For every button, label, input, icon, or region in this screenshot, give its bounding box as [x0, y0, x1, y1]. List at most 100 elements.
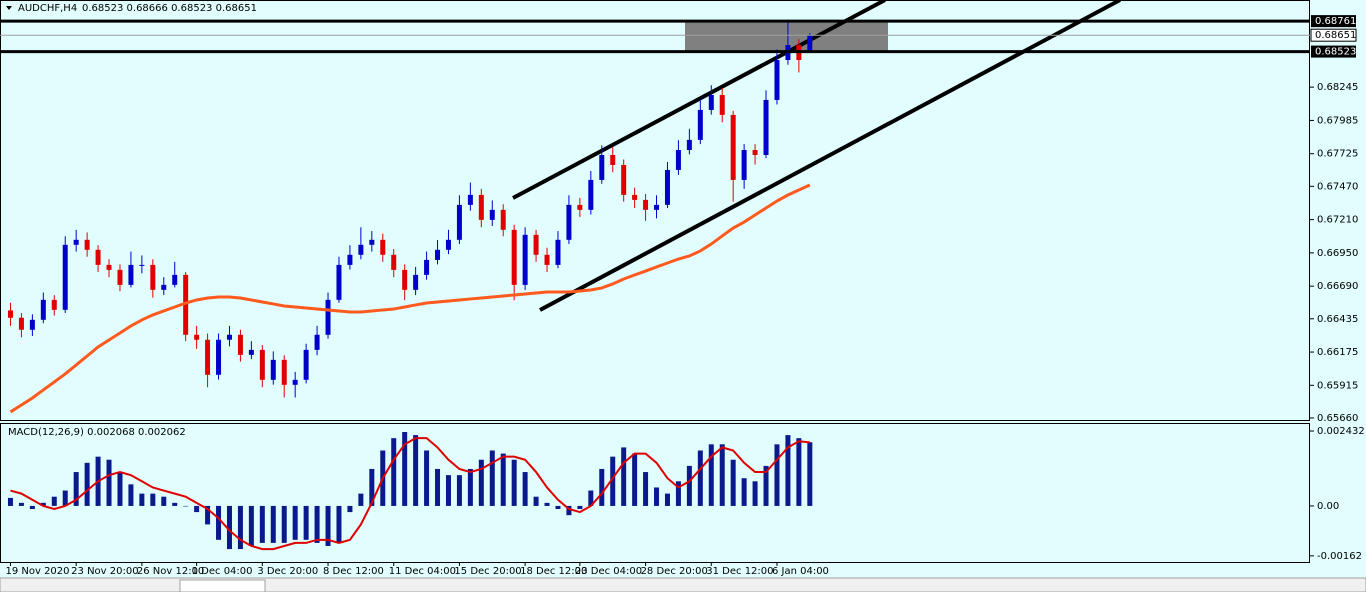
x-tick-label: 6 Jan 04:00 [772, 566, 829, 577]
macd-bar [654, 487, 660, 506]
candle-body [774, 60, 780, 100]
candle-body [161, 284, 167, 290]
macd-bar [128, 484, 134, 506]
candle-body [150, 264, 156, 290]
chart-title: AUDCHF,H4 [18, 3, 77, 14]
candle-body [664, 169, 670, 205]
y-tick-label: 0.00 [1317, 501, 1339, 512]
candle-body [117, 269, 123, 285]
candle-body [380, 239, 386, 255]
macd-bar [555, 505, 561, 510]
macd-bar [741, 478, 747, 506]
macd-bar [621, 447, 627, 506]
y-tick-label: 0.66690 [1317, 281, 1358, 292]
candle-body [413, 274, 419, 290]
macd-label: MACD(12,26,9) 0.002068 0.002062 [8, 427, 186, 438]
macd-bar [708, 444, 714, 506]
macd-bar [347, 505, 353, 513]
candle-body [270, 359, 276, 380]
macd-bar [62, 490, 68, 506]
macd-bar [325, 505, 331, 546]
candle-body [281, 359, 287, 385]
level-label: 0.68523 [1315, 47, 1356, 58]
price-panel [0, 0, 1310, 421]
macd-bar [51, 496, 57, 506]
macd-bar [358, 493, 364, 506]
candle-body [478, 194, 484, 220]
macd-bar [588, 490, 594, 506]
macd-bar [205, 505, 211, 525]
macd-bar [161, 496, 167, 506]
macd-bar [796, 438, 802, 506]
macd-bar [402, 432, 408, 506]
candle-body [183, 274, 189, 335]
macd-bar [489, 450, 495, 506]
macd-bar [314, 505, 320, 543]
macd-bar [216, 505, 222, 540]
y-tick-label: 0.68245 [1317, 82, 1358, 93]
candle-body [424, 259, 430, 275]
tab[interactable] [179, 579, 266, 592]
x-tick-label: 31 Dec 12:00 [706, 566, 773, 577]
macd-bar [150, 493, 156, 506]
macd-bar [172, 502, 178, 506]
candle-body [456, 204, 462, 240]
chart-background [0, 0, 1366, 578]
macd-bar [643, 472, 649, 506]
candle-body [95, 249, 101, 265]
candle-body [489, 209, 495, 220]
macd-bar [544, 502, 550, 506]
menu-icon [6, 6, 12, 10]
candle-body [259, 349, 265, 380]
candle-body [577, 204, 583, 210]
x-tick-label: 8 Dec 12:00 [323, 566, 384, 577]
x-tick-label: 3 Dec 20:00 [257, 566, 318, 577]
macd-bar [511, 459, 517, 506]
macd-bar [424, 450, 430, 506]
x-tick-label: 11 Dec 04:00 [389, 566, 456, 577]
level-label: 0.68761 [1315, 16, 1356, 27]
candle-body [730, 114, 736, 180]
macd-bar [807, 442, 813, 506]
candle-body [588, 179, 594, 210]
candle-body [7, 310, 13, 318]
macd-bar [84, 462, 90, 506]
last-price-box [1310, 28, 1357, 42]
candle-body [325, 299, 331, 335]
candle-body [347, 254, 353, 265]
candle-body [216, 339, 222, 375]
x-tick-label: 26 Nov 12:00 [137, 566, 204, 577]
trend-line [512, 0, 886, 200]
candle-body [51, 299, 57, 310]
candle-body [555, 239, 561, 265]
macd-bar [730, 459, 736, 506]
candle-body [369, 239, 375, 245]
macd-bar [106, 459, 112, 506]
candle-body [544, 254, 550, 265]
macd-bar [435, 468, 441, 506]
x-tick-label: 15 Dec 20:00 [454, 566, 521, 577]
candle-body [358, 244, 364, 255]
candle-body [84, 239, 90, 250]
macd-bar [226, 505, 232, 550]
macd-bar [785, 435, 791, 506]
level-label-box [1311, 15, 1356, 28]
macd-bar [566, 505, 572, 516]
candle-body [522, 234, 528, 285]
candle-body [807, 35, 813, 52]
macd-bar [303, 505, 309, 540]
y-tick-label: 0.67725 [1317, 149, 1358, 160]
candle-body [205, 339, 211, 375]
x-tick-label: 23 Nov 20:00 [71, 566, 138, 577]
macd-bar [478, 459, 484, 506]
macd-bar [391, 438, 397, 506]
y-tick-label: 0.66950 [1317, 248, 1358, 259]
candle-body [336, 264, 342, 300]
macd-bar [445, 475, 451, 506]
x-tick-label: 18 Dec 12:00 [520, 566, 587, 577]
candle-body [292, 379, 298, 385]
x-tick-label: 19 Nov 2020 [5, 566, 69, 577]
macd-bar [40, 502, 46, 506]
